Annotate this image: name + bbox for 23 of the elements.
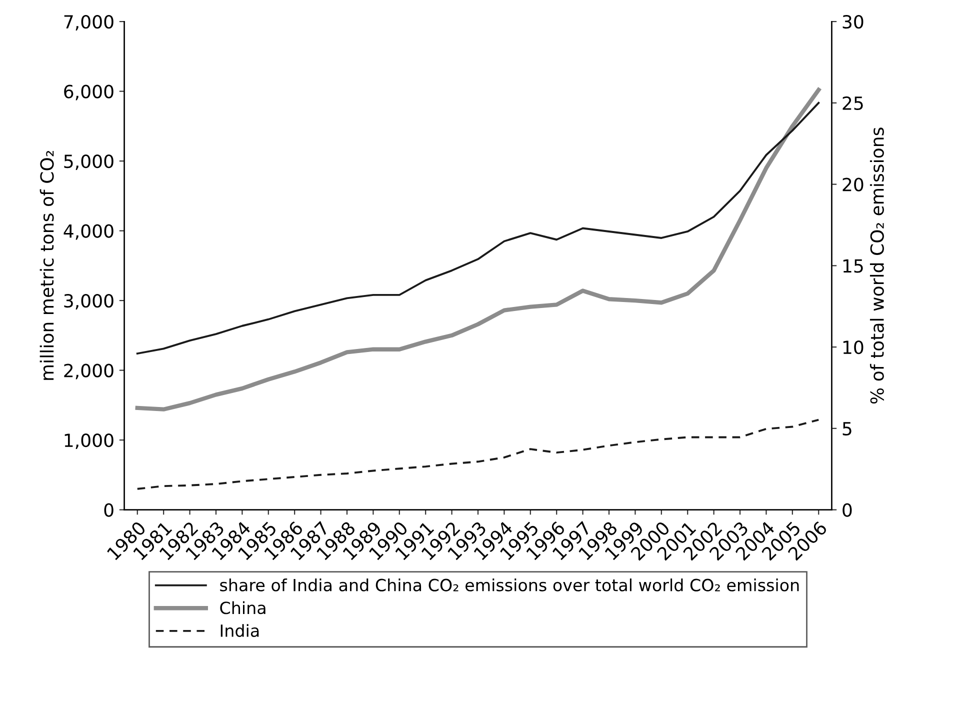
y2-axis-title: % of total world CO₂ emissions bbox=[870, 128, 884, 404]
y-tick-label: 2,000 bbox=[64, 364, 114, 380]
legend-label: China bbox=[220, 601, 266, 614]
line-series bbox=[136, 418, 820, 490]
y-tick-label: 3,000 bbox=[64, 294, 114, 310]
y-tick-label: 7,000 bbox=[64, 15, 114, 30]
y2-tick-label: 0 bbox=[842, 503, 852, 517]
y2-tick-label: 20 bbox=[842, 178, 864, 192]
y2-tick-label: 5 bbox=[842, 422, 852, 436]
legend-label: India bbox=[220, 624, 259, 637]
y-tick-label: 0 bbox=[104, 503, 114, 517]
line-series bbox=[136, 102, 820, 355]
y2-tick-label: 15 bbox=[843, 259, 863, 273]
y-tick-label: 6,000 bbox=[64, 84, 114, 100]
line-series bbox=[135, 88, 821, 412]
y-tick-label: 1,000 bbox=[64, 433, 114, 449]
y2-tick-label: 30 bbox=[842, 15, 864, 29]
legend-label: share of India and China CO₂ emissions over total world CO₂ emission bbox=[220, 578, 799, 592]
y2-tick-label: 10 bbox=[843, 340, 864, 354]
y2-tick-label: 25 bbox=[842, 96, 863, 110]
y-tick-label: 5,000 bbox=[64, 154, 114, 170]
y-tick-label: 4,000 bbox=[64, 224, 114, 240]
y-axis-title: million metric tons of CO₂ bbox=[40, 150, 54, 380]
